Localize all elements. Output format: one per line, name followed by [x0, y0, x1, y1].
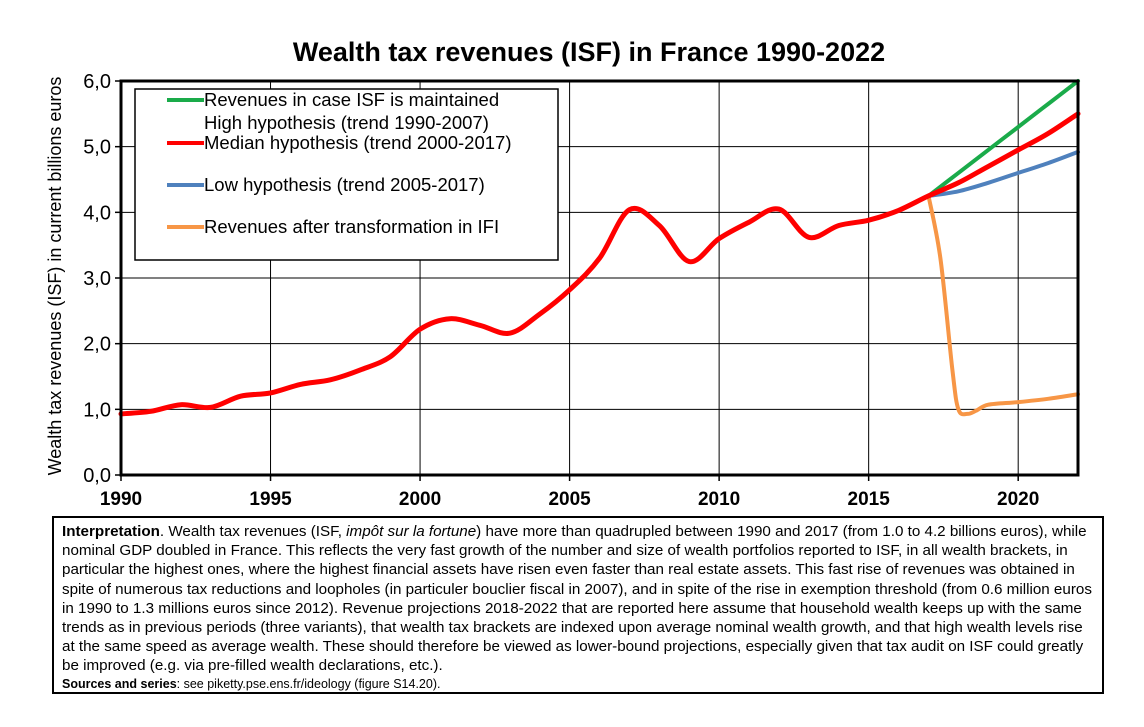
- y-tick-label: 5,0: [83, 137, 111, 159]
- legend-label: Low hypothesis (trend 2005-2017): [204, 174, 485, 195]
- y-tick-label: 2,0: [83, 334, 111, 356]
- sources-label: Sources and series: [62, 676, 177, 691]
- interpretation-title: Interpretation: [62, 523, 160, 540]
- legend-label: Revenues in case ISF is maintained: [204, 89, 499, 110]
- interpretation-note: Interpretation. Wealth tax revenues (ISF…: [52, 516, 1104, 694]
- y-tick-label: 1,0: [83, 399, 111, 421]
- x-tick-label: 1995: [249, 489, 292, 510]
- x-tick-label: 1990: [100, 489, 142, 510]
- chart-title: Wealth tax revenues (ISF) in France 1990…: [293, 37, 885, 67]
- interpretation-italic: impôt sur la fortune: [346, 523, 477, 540]
- sources-line: Sources and series: see piketty.pse.ens.…: [62, 676, 1096, 693]
- y-axis-ticks: 0,0 1,0 2,0 3,0 4,0 5,0 6,0: [83, 71, 121, 487]
- line-chart: Wealth tax revenues (ISF) in France 1990…: [45, 37, 1081, 510]
- sources-text: : see piketty.pse.ens.fr/ideology (figur…: [176, 676, 441, 691]
- legend-box: [134, 88, 559, 261]
- x-tick-label: 2010: [698, 489, 740, 510]
- legend-label: Median hypothesis (trend 2000-2017): [204, 132, 512, 153]
- series-ifi-revenues: [926, 193, 1080, 417]
- series-median-hypothesis: [118, 111, 1081, 417]
- y-axis-label: Wealth tax revenues (ISF) in current bil…: [45, 77, 65, 476]
- x-tick-label: 2015: [848, 489, 891, 510]
- y-tick-label: 0,0: [83, 465, 111, 487]
- series-low-hypothesis: [926, 149, 1080, 198]
- series-layer: [118, 79, 1081, 417]
- legend-label: Revenues after transformation in IFI: [204, 216, 499, 237]
- x-tick-label: 2005: [548, 489, 591, 510]
- legend-label: High hypothesis (trend 1990-2007): [204, 112, 489, 133]
- y-tick-label: 3,0: [83, 268, 111, 290]
- y-tick-label: 4,0: [83, 202, 111, 224]
- series-high-hypothesis: [926, 79, 1080, 198]
- interpretation-text-2: ) have more than quadrupled between 1990…: [62, 523, 1092, 675]
- y-tick-label: 6,0: [83, 71, 111, 93]
- x-axis-ticks: 1990 1995 2000 2005 2010 2015 2020: [100, 475, 1039, 510]
- x-tick-label: 2000: [399, 489, 441, 510]
- interpretation-text-1: . Wealth tax revenues (ISF,: [159, 523, 347, 540]
- x-tick-label: 2020: [997, 489, 1039, 510]
- interpretation-paragraph: Interpretation. Wealth tax revenues (ISF…: [62, 522, 1096, 676]
